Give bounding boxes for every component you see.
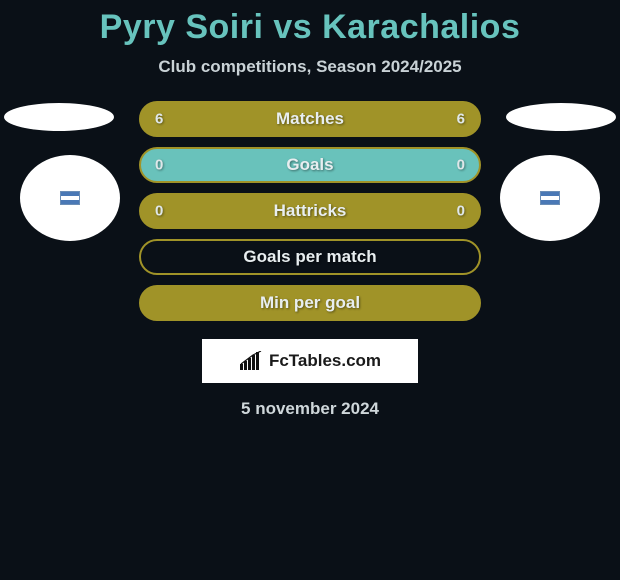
stat-value-right: 6 [457, 111, 465, 128]
stat-label: Min per goal [260, 293, 360, 313]
stat-value-left: 0 [155, 203, 163, 220]
stat-bars: 6 Matches 6 0 Goals 0 0 Hattricks 0 Goal… [139, 101, 481, 321]
stat-label: Goals [286, 155, 333, 175]
source-badge-text: FcTables.com [269, 351, 381, 371]
player-right-circle [500, 155, 600, 241]
stat-bar-matches: 6 Matches 6 [139, 101, 481, 137]
stat-bar-min-per-goal: Min per goal [139, 285, 481, 321]
stat-bar-goals-per-match: Goals per match [139, 239, 481, 275]
player-left-circle [20, 155, 120, 241]
stat-label: Matches [276, 109, 344, 129]
date-label: 5 november 2024 [0, 399, 620, 419]
page-subtitle: Club competitions, Season 2024/2025 [0, 57, 620, 77]
stat-label: Goals per match [243, 247, 376, 267]
player-left-ellipse [4, 103, 114, 131]
stat-value-right: 0 [457, 157, 465, 174]
stat-label: Hattricks [274, 201, 347, 221]
stat-value-left: 0 [155, 157, 163, 174]
source-badge: FcTables.com [202, 339, 418, 383]
stat-value-right: 0 [457, 203, 465, 220]
stat-value-left: 6 [155, 111, 163, 128]
flag-icon [540, 191, 560, 205]
flag-icon [60, 191, 80, 205]
page-title: Pyry Soiri vs Karachalios [0, 0, 620, 47]
stat-bar-goals: 0 Goals 0 [139, 147, 481, 183]
stat-bar-hattricks: 0 Hattricks 0 [139, 193, 481, 229]
player-right-ellipse [506, 103, 616, 131]
comparison-panel: 6 Matches 6 0 Goals 0 0 Hattricks 0 Goal… [0, 101, 620, 419]
chart-icon [239, 351, 263, 371]
